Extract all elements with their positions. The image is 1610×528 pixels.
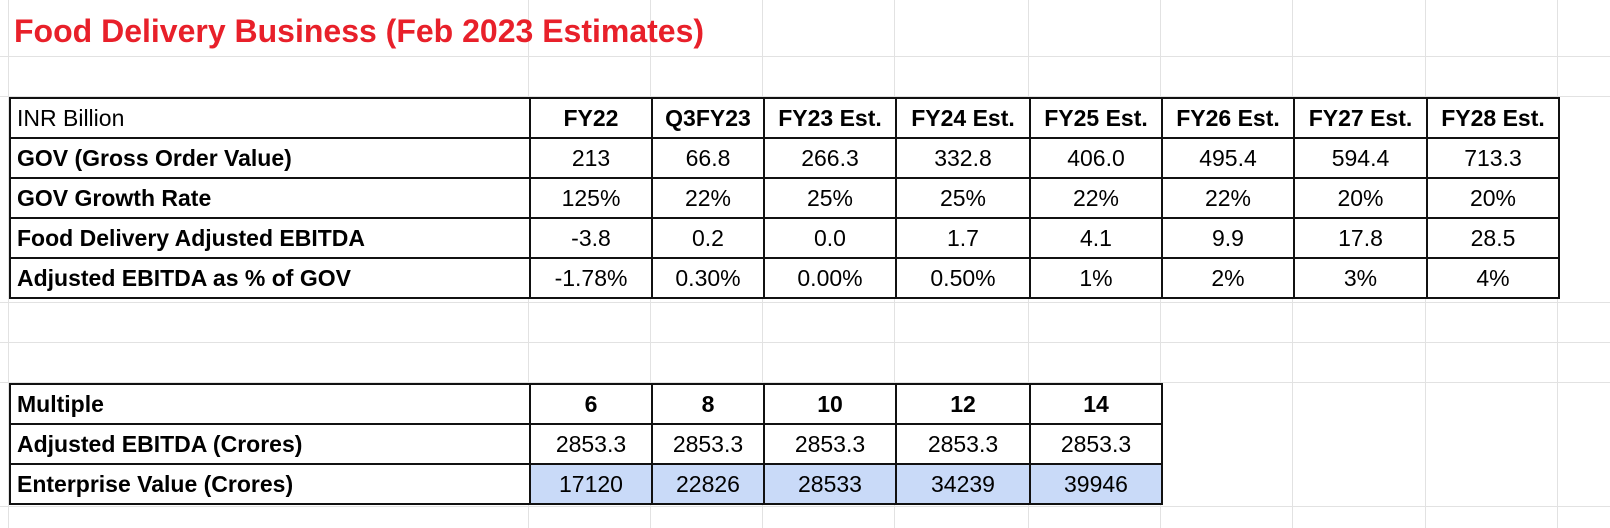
value-cell[interactable]: 0.0	[763, 217, 897, 259]
table-row: Enterprise Value (Crores) 17120 22826 28…	[9, 463, 1163, 505]
table-row: GOV (Gross Order Value) 213 66.8 266.3 3…	[9, 137, 1560, 179]
highlighted-value-cell[interactable]: 39946	[1029, 463, 1163, 505]
value-cell[interactable]: 22%	[1029, 177, 1163, 219]
value-cell[interactable]: 22%	[1161, 177, 1295, 219]
header-cell[interactable]: FY26 Est.	[1161, 97, 1295, 139]
value-cell[interactable]: -1.78%	[529, 257, 653, 299]
header-cell[interactable]: Q3FY23	[651, 97, 765, 139]
header-cell[interactable]: FY28 Est.	[1426, 97, 1560, 139]
value-cell[interactable]: 66.8	[651, 137, 765, 179]
sheet-title: Food Delivery Business (Feb 2023 Estimat…	[14, 13, 705, 49]
value-cell[interactable]: 25%	[763, 177, 897, 219]
header-cell[interactable]: Multiple	[9, 383, 531, 425]
row-label-cell[interactable]: Enterprise Value (Crores)	[9, 463, 531, 505]
value-cell[interactable]: 22%	[651, 177, 765, 219]
value-cell[interactable]: 713.3	[1426, 137, 1560, 179]
highlighted-value-cell[interactable]: 28533	[763, 463, 897, 505]
value-cell[interactable]: 20%	[1293, 177, 1428, 219]
header-cell[interactable]: 8	[651, 383, 765, 425]
value-cell[interactable]: 213	[529, 137, 653, 179]
table-row: Food Delivery Adjusted EBITDA -3.8 0.2 0…	[9, 217, 1560, 259]
row-label-cell[interactable]: Adjusted EBITDA as % of GOV	[9, 257, 531, 299]
header-cell[interactable]: FY27 Est.	[1293, 97, 1428, 139]
header-cell[interactable]: 10	[763, 383, 897, 425]
highlighted-value-cell[interactable]: 17120	[529, 463, 653, 505]
value-cell[interactable]: 4.1	[1029, 217, 1163, 259]
highlighted-value-cell[interactable]: 34239	[895, 463, 1031, 505]
value-cell[interactable]: 4%	[1426, 257, 1560, 299]
value-cell[interactable]: 1.7	[895, 217, 1031, 259]
table-row: Adjusted EBITDA as % of GOV -1.78% 0.30%…	[9, 257, 1560, 299]
value-cell[interactable]: 495.4	[1161, 137, 1295, 179]
header-cell[interactable]: INR Billion	[9, 97, 531, 139]
value-cell[interactable]: 0.2	[651, 217, 765, 259]
row-label-cell[interactable]: Adjusted EBITDA (Crores)	[9, 423, 531, 465]
value-cell[interactable]: 0.30%	[651, 257, 765, 299]
value-cell[interactable]: 2853.3	[651, 423, 765, 465]
value-cell[interactable]: 3%	[1293, 257, 1428, 299]
value-cell[interactable]: 2853.3	[1029, 423, 1163, 465]
table-row: Adjusted EBITDA (Crores) 2853.3 2853.3 2…	[9, 423, 1163, 465]
table-header-row: Multiple 6 8 10 12 14	[9, 383, 1163, 425]
valuation-table: Multiple 6 8 10 12 14 Adjusted EBITDA (C…	[9, 383, 1163, 505]
value-cell[interactable]: 266.3	[763, 137, 897, 179]
value-cell[interactable]: 2853.3	[763, 423, 897, 465]
value-cell[interactable]: 125%	[529, 177, 653, 219]
value-cell[interactable]: 28.5	[1426, 217, 1560, 259]
value-cell[interactable]: 9.9	[1161, 217, 1295, 259]
value-cell[interactable]: 0.00%	[763, 257, 897, 299]
header-cell[interactable]: 6	[529, 383, 653, 425]
row-label-cell[interactable]: Food Delivery Adjusted EBITDA	[9, 217, 531, 259]
header-cell[interactable]: FY22	[529, 97, 653, 139]
value-cell[interactable]: -3.8	[529, 217, 653, 259]
header-cell[interactable]: 12	[895, 383, 1031, 425]
row-label-cell[interactable]: GOV (Gross Order Value)	[9, 137, 531, 179]
header-cell[interactable]: FY25 Est.	[1029, 97, 1163, 139]
highlighted-value-cell[interactable]: 22826	[651, 463, 765, 505]
table-header-row: INR Billion FY22 Q3FY23 FY23 Est. FY24 E…	[9, 97, 1560, 139]
value-cell[interactable]: 594.4	[1293, 137, 1428, 179]
value-cell[interactable]: 25%	[895, 177, 1031, 219]
header-cell[interactable]: 14	[1029, 383, 1163, 425]
value-cell[interactable]: 2853.3	[895, 423, 1031, 465]
row-label-cell[interactable]: GOV Growth Rate	[9, 177, 531, 219]
value-cell[interactable]: 17.8	[1293, 217, 1428, 259]
value-cell[interactable]: 2853.3	[529, 423, 653, 465]
table-row: GOV Growth Rate 125% 22% 25% 25% 22% 22%…	[9, 177, 1560, 219]
value-cell[interactable]: 20%	[1426, 177, 1560, 219]
value-cell[interactable]: 1%	[1029, 257, 1163, 299]
value-cell[interactable]: 332.8	[895, 137, 1031, 179]
value-cell[interactable]: 0.50%	[895, 257, 1031, 299]
header-cell[interactable]: FY23 Est.	[763, 97, 897, 139]
header-cell[interactable]: FY24 Est.	[895, 97, 1031, 139]
value-cell[interactable]: 2%	[1161, 257, 1295, 299]
gov-estimates-table: INR Billion FY22 Q3FY23 FY23 Est. FY24 E…	[9, 97, 1560, 299]
value-cell[interactable]: 406.0	[1029, 137, 1163, 179]
